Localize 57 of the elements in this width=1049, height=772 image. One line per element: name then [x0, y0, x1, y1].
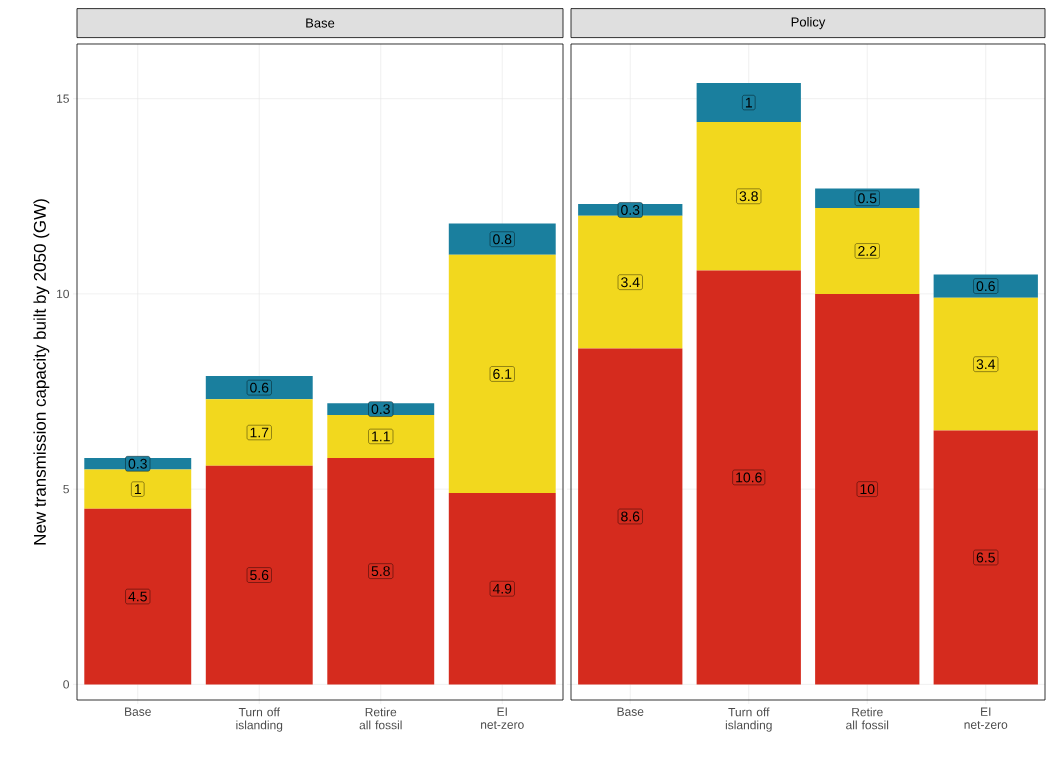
chart-title: Base [306, 18, 335, 28]
bar [448, 493, 556, 685]
x-tick-label: Turn off islanding [236, 707, 283, 732]
bar [205, 465, 313, 685]
data-label: 10 [860, 484, 875, 495]
data-label: 1.1 [372, 431, 390, 442]
y-tick-label: 15 [57, 94, 69, 103]
data-label: 0.6 [976, 281, 995, 292]
bar [696, 83, 801, 123]
bar [448, 223, 556, 255]
data-label: 3.8 [739, 191, 758, 202]
bar [696, 270, 801, 685]
x-tick-label: Base [125, 707, 151, 716]
x-tick-label: Base [617, 707, 644, 716]
y-tick-label: 0 [63, 680, 70, 689]
data-label: 1 [745, 97, 752, 108]
bar [84, 508, 192, 685]
data-label: 3.4 [621, 277, 640, 288]
bar [578, 215, 683, 349]
data-label: 4.5 [128, 591, 147, 602]
y-axis-title: New transmission capacity built by 2050 (GW) [33, 199, 50, 545]
bar [933, 430, 1038, 685]
data-label: 0.8 [493, 234, 512, 245]
x-tick-label: EI net-zero [964, 707, 1008, 729]
data-label: 1 [134, 484, 141, 494]
bar [578, 348, 683, 685]
data-label: 0.3 [128, 458, 147, 469]
data-label: 1.7 [250, 427, 269, 438]
data-label: 5.6 [250, 570, 269, 581]
data-label: 0.3 [621, 204, 640, 215]
chart-title: Policy [791, 17, 826, 30]
data-label: 2.2 [858, 246, 877, 256]
bar [448, 254, 556, 494]
x-tick-label: Turn off islanding [725, 707, 772, 732]
bar [696, 122, 801, 271]
bar [327, 414, 435, 458]
data-label: 0.6 [250, 382, 269, 393]
x-tick-label: Retire all fossil [846, 707, 889, 730]
data-label: 8.6 [621, 511, 640, 522]
x-tick-label: EI net-zero [481, 707, 524, 729]
data-label: 10.6 [736, 472, 762, 483]
data-label: 0.3 [371, 404, 390, 415]
bar [327, 457, 435, 685]
bar [815, 208, 920, 294]
bar [84, 469, 192, 509]
bar [933, 297, 1038, 431]
data-label: 3.4 [976, 359, 996, 370]
x-tick-label: Retire all fossil [359, 707, 402, 730]
bar [815, 293, 920, 685]
data-label: 0.5 [858, 193, 877, 204]
y-tick-label: 10 [57, 289, 69, 299]
data-label: 5.8 [371, 566, 390, 577]
data-label: 6.1 [493, 368, 512, 379]
bar [205, 399, 313, 466]
data-label: 6.5 [976, 552, 995, 563]
data-label: 4.9 [492, 583, 512, 594]
y-tick-label: 5 [63, 484, 69, 494]
